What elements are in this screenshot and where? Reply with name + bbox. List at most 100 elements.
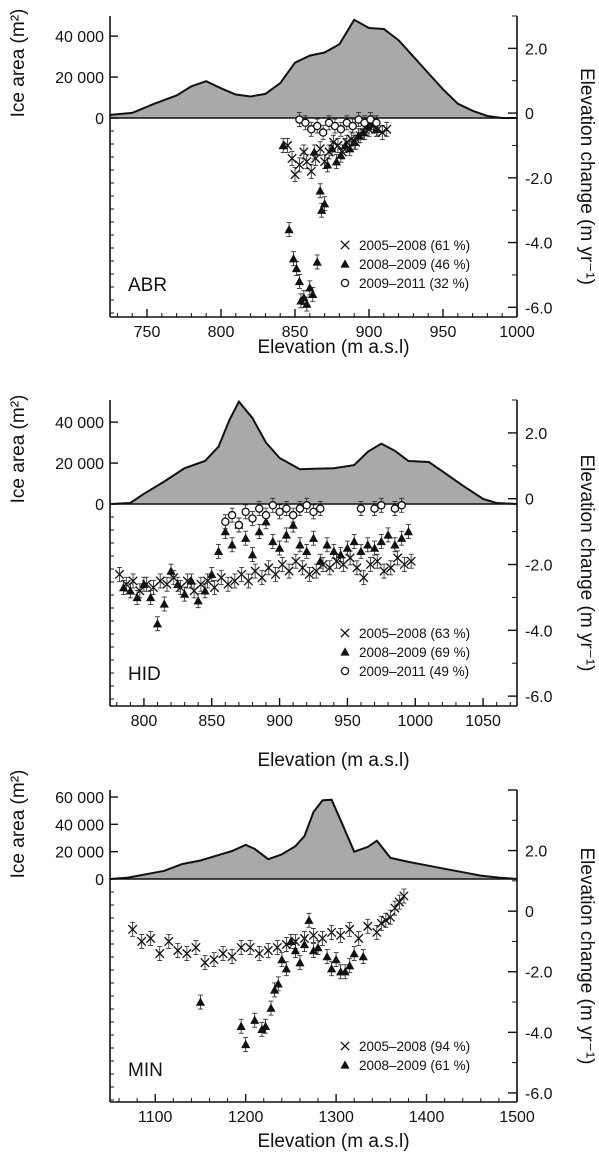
data-point (155, 948, 165, 959)
data-point (164, 936, 174, 947)
data-point (390, 504, 400, 513)
data-point (287, 153, 297, 164)
legend-marker (340, 666, 350, 676)
data-point (236, 1021, 246, 1030)
x-tick-label: 850 (198, 713, 225, 730)
change-tick-label: -4.0 (525, 623, 553, 640)
data-point (227, 951, 237, 962)
legend-marker (340, 240, 350, 250)
data-point (291, 263, 302, 273)
data-point (308, 930, 319, 941)
data-point (125, 586, 135, 595)
data-point (234, 520, 244, 530)
data-point (247, 550, 258, 559)
x-tick-label: 800 (208, 324, 235, 341)
data-point (132, 592, 142, 602)
data-point (316, 504, 325, 513)
data-point (236, 942, 246, 953)
data-point (349, 948, 359, 958)
data-point (155, 576, 165, 586)
data-point (200, 586, 210, 595)
legend: 2005–2008 (61 %) 2008–2009 (46 %) 2009–201… (340, 238, 470, 291)
data-point (209, 954, 219, 965)
data-point (301, 118, 310, 128)
chart-panel-min: 0 20 000 40 000 60 000 2.0 0 -2.0 -4.0 -6.0 1100 1… (8, 770, 597, 1152)
data-point (260, 1021, 271, 1030)
data-point (195, 997, 206, 1006)
legend-entry: 2009–2011 (49 %) (359, 664, 469, 679)
data-point (320, 199, 330, 208)
x-axis-title: Elevation (m a.s.l) (257, 337, 409, 358)
data-point (250, 1015, 260, 1024)
data-point (354, 933, 364, 944)
data-point (159, 599, 169, 608)
left-axis-title: Ice area (m²) (8, 9, 29, 118)
change-tick-label: 0 (525, 904, 534, 921)
data-point (288, 520, 298, 529)
data-point (322, 540, 332, 549)
data-point (127, 924, 138, 934)
data-point (245, 942, 255, 953)
area-tick-label: 20 000 (55, 845, 104, 862)
right-axis-title: Elevation change (m yr⁻¹) (576, 848, 597, 1065)
data-point (268, 536, 278, 546)
data-point (385, 912, 396, 922)
left-axis-title: Ice area (m²) (8, 770, 29, 879)
data-point (302, 299, 312, 308)
data-point (359, 573, 369, 583)
change-tick-label: -4.0 (525, 1025, 553, 1042)
right-axis-title: Elevation change (m yr⁻¹) (576, 68, 597, 285)
data-point (326, 927, 337, 938)
data-point (340, 967, 350, 976)
legend-marker (340, 628, 350, 638)
series-x (114, 550, 416, 599)
x-tick-label: 1200 (228, 1109, 264, 1126)
legend-entry: 2008–2009 (46 %) (359, 257, 470, 272)
data-point (309, 147, 319, 156)
x-tick-label: 900 (356, 324, 383, 341)
data-point (173, 579, 183, 588)
data-point (403, 527, 414, 536)
data-point (182, 948, 192, 959)
data-point (317, 933, 328, 944)
ice-area-outline (109, 798, 518, 880)
data-point (274, 543, 285, 552)
change-tick-label: 2.0 (525, 426, 547, 443)
data-point (306, 166, 316, 177)
data-point (390, 540, 400, 549)
x-tick-label: 1000 (499, 324, 535, 341)
data-point (114, 569, 125, 580)
legend-entry: 2008–2009 (61 %) (359, 1058, 470, 1073)
area-tick-label: 0 (95, 111, 104, 128)
data-point (377, 127, 387, 138)
data-point (372, 556, 382, 566)
data-point (223, 579, 233, 589)
ice-area-fill (110, 19, 517, 118)
change-tick-label: -6.0 (525, 1086, 553, 1103)
data-point (397, 501, 406, 510)
data-point (317, 205, 327, 214)
data-point (221, 517, 230, 526)
data-point (295, 504, 305, 513)
change-tick-label: -2.0 (525, 558, 553, 575)
data-point (295, 958, 305, 967)
data-point (399, 559, 410, 570)
data-point (227, 510, 237, 520)
data-point (268, 501, 278, 510)
data-point (365, 559, 376, 570)
data-point (275, 507, 284, 517)
data-point (191, 942, 201, 953)
change-tick-label: -2.0 (525, 171, 553, 188)
change-tick-label: -4.0 (525, 236, 553, 253)
x-tick-label: 1100 (138, 1109, 173, 1126)
data-point (331, 157, 342, 166)
data-point (277, 955, 287, 964)
change-tick-label: 2.0 (525, 41, 547, 58)
data-point (312, 257, 322, 266)
area-tick-label: 0 (95, 872, 104, 889)
data-point (308, 289, 318, 299)
panel-label: MIN (128, 1060, 163, 1081)
right-axis-title: Elevation change (m yr⁻¹) (576, 455, 597, 672)
